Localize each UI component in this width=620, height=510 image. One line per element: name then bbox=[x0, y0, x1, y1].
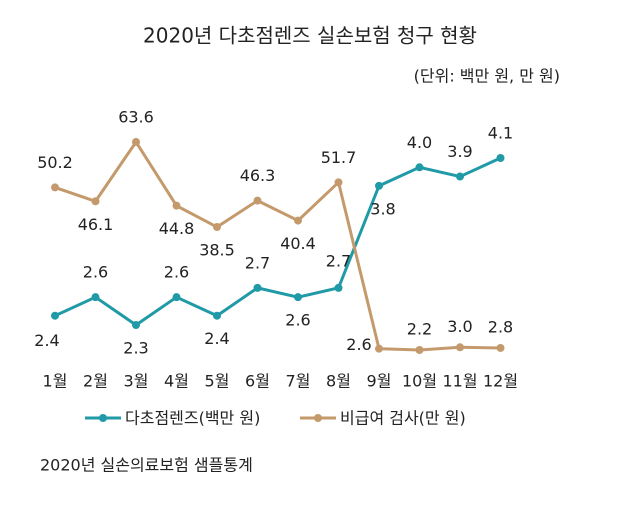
series-line bbox=[54, 156, 502, 327]
data-label: 3.9 bbox=[447, 142, 472, 161]
x-tick-label: 10월 bbox=[402, 372, 437, 391]
point bbox=[51, 311, 59, 320]
point bbox=[334, 283, 343, 292]
data-label: 4.0 bbox=[407, 133, 432, 152]
point bbox=[132, 138, 140, 146]
legend-label: 비급여 검사(만 원) bbox=[340, 409, 466, 428]
chart-title: 2020년 다초점렌즈 실손보험 청구 현황 bbox=[143, 24, 477, 48]
data-label: 3.8 bbox=[370, 199, 395, 218]
data-label: 46.3 bbox=[240, 166, 276, 185]
data-label: 2.6 bbox=[164, 263, 189, 282]
x-tick-label: 12월 bbox=[483, 372, 518, 391]
point bbox=[496, 343, 505, 352]
point bbox=[51, 183, 59, 192]
chart-subtitle: (단위: 백만 원, 만 원) bbox=[414, 67, 560, 86]
data-label: 2.7 bbox=[326, 251, 351, 270]
data-label: 50.2 bbox=[37, 153, 73, 172]
source-note: 2020년 실손의료보험 샘플통계 bbox=[40, 456, 253, 475]
x-tick-label: 4월 bbox=[164, 372, 189, 391]
data-label: 38.5 bbox=[199, 241, 235, 260]
point bbox=[172, 293, 181, 302]
point bbox=[375, 181, 383, 190]
x-tick-label: 6월 bbox=[245, 372, 270, 391]
point bbox=[294, 216, 302, 225]
data-label: 2.3 bbox=[123, 339, 148, 358]
data-label: 2.8 bbox=[488, 317, 513, 336]
legend-swatch-dot bbox=[314, 414, 322, 422]
point bbox=[334, 178, 343, 187]
point bbox=[294, 293, 302, 302]
point bbox=[375, 344, 383, 353]
x-tick-label: 11월 bbox=[442, 372, 477, 391]
point bbox=[91, 293, 100, 302]
point bbox=[253, 283, 262, 292]
data-label: 2.6 bbox=[346, 335, 371, 354]
x-tick-label: 5월 bbox=[205, 372, 230, 391]
x-tick-label: 2월 bbox=[83, 372, 108, 391]
data-label: 2.4 bbox=[204, 329, 229, 348]
point bbox=[213, 311, 221, 320]
legend-label: 다초점렌즈(백만 원) bbox=[125, 409, 260, 428]
x-tick-label: 1월 bbox=[43, 372, 68, 391]
x-tick-label: 7월 bbox=[286, 372, 311, 391]
legend-swatch-dot bbox=[99, 414, 107, 422]
x-tick-label: 3월 bbox=[124, 372, 149, 391]
x-tick-label: 9월 bbox=[367, 372, 392, 391]
data-label: 4.1 bbox=[488, 124, 513, 143]
series-line bbox=[54, 139, 501, 352]
point bbox=[172, 201, 181, 210]
data-label: 63.6 bbox=[118, 108, 154, 127]
data-label: 2.7 bbox=[245, 253, 270, 272]
point bbox=[132, 321, 140, 329]
point bbox=[415, 163, 424, 172]
point bbox=[456, 172, 464, 181]
x-tick-label: 8월 bbox=[326, 372, 351, 391]
data-label: 3.0 bbox=[447, 317, 472, 336]
data-label: 2.4 bbox=[34, 331, 59, 350]
data-label: 51.7 bbox=[321, 148, 357, 167]
data-label: 40.4 bbox=[280, 234, 316, 253]
data-label: 2.6 bbox=[83, 263, 108, 282]
data-label: 2.2 bbox=[407, 320, 432, 339]
point bbox=[91, 197, 100, 206]
data-label: 2.6 bbox=[285, 311, 310, 330]
data-label: 46.1 bbox=[78, 215, 114, 234]
point bbox=[213, 223, 221, 232]
point bbox=[415, 346, 424, 354]
point bbox=[496, 154, 505, 162]
data-label: 44.8 bbox=[159, 219, 195, 238]
point bbox=[456, 343, 464, 352]
point bbox=[253, 196, 262, 205]
